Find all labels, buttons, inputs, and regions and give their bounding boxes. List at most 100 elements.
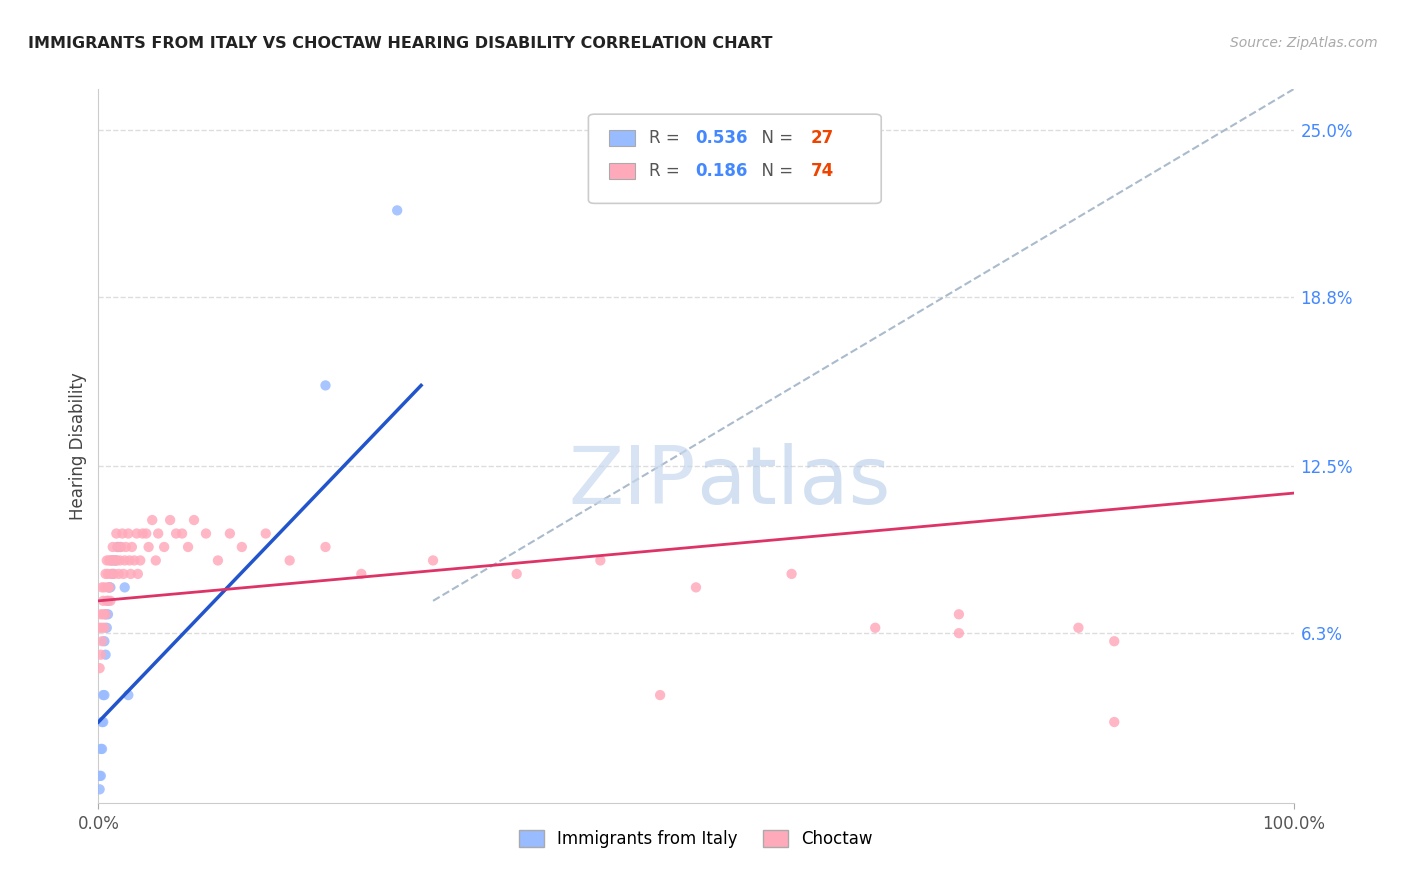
Point (91, 714, 114, 729)
Text: 27: 27 (811, 128, 834, 146)
Point (105, 553, 128, 567)
Point (103, 566, 125, 581)
Point (948, 607, 970, 622)
FancyBboxPatch shape (609, 163, 636, 179)
Point (165, 526, 187, 541)
Point (145, 553, 167, 567)
Text: N =: N = (751, 128, 799, 146)
Point (105, 526, 128, 541)
Point (110, 540, 132, 554)
Point (422, 553, 444, 567)
Point (385, 203, 409, 218)
Text: R =: R = (650, 162, 685, 180)
Point (278, 553, 301, 567)
Point (138, 540, 160, 554)
Text: N =: N = (751, 162, 799, 180)
Point (93, 634, 115, 648)
Point (112, 566, 135, 581)
Point (91, 594, 114, 608)
Point (107, 566, 129, 581)
Point (93, 621, 115, 635)
Point (183, 513, 205, 527)
Point (98, 580, 122, 594)
Point (141, 513, 163, 527)
Point (172, 526, 194, 541)
Point (948, 626, 970, 640)
Point (91, 742, 114, 756)
Point (97, 566, 120, 581)
Point (93, 580, 115, 594)
Point (97, 594, 120, 608)
Point (101, 553, 124, 567)
Point (207, 553, 229, 567)
Point (589, 553, 612, 567)
Point (117, 688, 139, 702)
Point (98, 594, 122, 608)
Point (105, 553, 128, 567)
Point (90, 769, 112, 783)
Point (98, 553, 122, 567)
Point (93, 688, 115, 702)
Text: Source: ZipAtlas.com: Source: ZipAtlas.com (1230, 36, 1378, 50)
Text: ZIP: ZIP (568, 442, 696, 521)
Point (101, 540, 124, 554)
Point (124, 553, 146, 567)
Point (114, 580, 136, 594)
Point (685, 580, 707, 594)
Point (1067, 621, 1090, 635)
Point (231, 540, 253, 554)
FancyBboxPatch shape (589, 114, 882, 203)
Point (195, 526, 218, 541)
Point (107, 540, 129, 554)
Point (91, 621, 114, 635)
Y-axis label: Hearing Disability: Hearing Disability (69, 372, 87, 520)
Point (89, 661, 111, 675)
Point (125, 526, 148, 541)
Point (98, 580, 121, 594)
Point (91, 580, 114, 594)
Point (350, 566, 373, 581)
Point (315, 540, 337, 554)
Point (94, 607, 117, 622)
Text: 0.536: 0.536 (695, 128, 747, 146)
Point (118, 553, 141, 567)
Point (97, 607, 120, 622)
Point (91, 634, 114, 648)
Text: 0.186: 0.186 (695, 162, 747, 180)
Point (131, 526, 153, 541)
Text: 74: 74 (811, 162, 834, 180)
Text: IMMIGRANTS FROM ITALY VS CHOCTAW HEARING DISABILITY CORRELATION CHART: IMMIGRANTS FROM ITALY VS CHOCTAW HEARING… (28, 36, 773, 51)
FancyBboxPatch shape (609, 130, 636, 145)
Point (114, 553, 136, 567)
Text: R =: R = (650, 128, 685, 146)
Point (219, 526, 242, 541)
Point (648, 688, 672, 702)
Point (121, 540, 143, 554)
Point (254, 526, 277, 541)
Point (506, 566, 529, 581)
Point (120, 566, 142, 581)
Point (135, 526, 157, 541)
Point (780, 566, 803, 581)
Point (96, 621, 118, 635)
Point (89, 621, 111, 635)
Point (98, 580, 121, 594)
Point (97, 580, 120, 594)
Point (98, 553, 121, 567)
Point (159, 513, 181, 527)
Point (94, 648, 117, 662)
Point (90, 607, 112, 622)
Point (1104, 714, 1126, 729)
Point (91, 607, 114, 622)
Point (108, 553, 131, 567)
Point (315, 378, 337, 392)
Point (94, 566, 117, 581)
Point (101, 566, 124, 581)
Point (90, 648, 112, 662)
Point (91, 688, 114, 702)
Point (115, 540, 138, 554)
Text: atlas: atlas (696, 442, 890, 521)
Point (177, 540, 200, 554)
Point (100, 566, 122, 581)
Point (104, 553, 127, 567)
